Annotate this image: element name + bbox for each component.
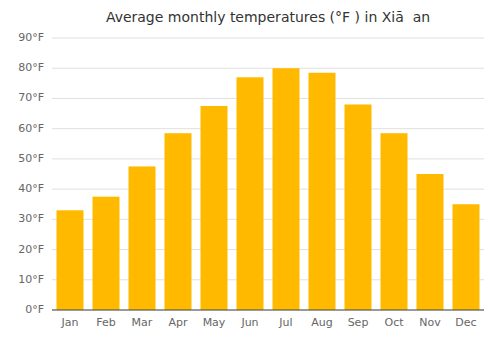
y-tick-label: 40°F — [18, 182, 44, 195]
y-tick-label: 10°F — [18, 273, 44, 286]
bar — [93, 197, 120, 310]
x-tick-label: Dec — [455, 316, 476, 329]
grid-line — [52, 128, 484, 129]
x-tick-label: Feb — [96, 316, 115, 329]
grid-line — [52, 310, 484, 311]
y-tick-label: 60°F — [18, 122, 44, 135]
grid-line — [52, 98, 484, 99]
bar — [309, 73, 336, 310]
grid-line — [52, 158, 484, 159]
chart: 0°F 10°F 20°F 30°F 40°F 50°F 60°F 70°F 80°F 90°F J… — [0, 0, 500, 350]
y-tick-label: 20°F — [18, 243, 44, 256]
bar — [201, 106, 228, 310]
page: {"chart_data": {"type": "bar", "title": … — [0, 0, 500, 350]
bar — [165, 133, 192, 310]
y-tick-label: 80°F — [18, 61, 44, 74]
chart-container: 0°F 10°F 20°F 30°F 40°F 50°F 60°F 70°F 80°F 90°F J… — [0, 0, 500, 350]
y-tick-label: 50°F — [18, 152, 44, 165]
x-tick-label: Aug — [311, 316, 332, 329]
grid-line — [52, 68, 484, 69]
x-tick-label: Oct — [384, 316, 404, 329]
bar — [57, 210, 84, 310]
bar — [453, 204, 480, 310]
bar — [417, 174, 444, 310]
x-tick-label: Sep — [348, 316, 369, 329]
bar — [381, 133, 408, 310]
x-tick-label: Jul — [278, 316, 292, 329]
x-axis: Jan Feb Mar Apr May Jun Jul Aug Sep Oct Nov Dec — [52, 310, 484, 329]
x-axis-line — [52, 310, 484, 311]
x-tick-label: May — [203, 316, 226, 329]
y-tick-label: 0°F — [25, 303, 44, 316]
bar — [129, 166, 156, 310]
x-tick-label: Jun — [240, 316, 258, 329]
y-axis: 0°F 10°F 20°F 30°F 40°F 50°F 60°F 70°F 80°F 90°F — [18, 31, 44, 316]
y-tick-label: 30°F — [18, 212, 44, 225]
x-tick-label: Apr — [168, 316, 188, 329]
bar — [273, 68, 300, 310]
y-tick-label: 70°F — [18, 91, 44, 104]
x-tick-label: Mar — [132, 316, 153, 329]
title: Average monthly temperatures (°F ) in Xi… — [106, 9, 430, 25]
bar — [345, 104, 372, 310]
y-grid — [52, 38, 484, 310]
bars — [57, 68, 480, 310]
grid-line — [52, 38, 484, 39]
y-tick-label: 90°F — [18, 31, 44, 44]
x-tick-label: Jan — [61, 316, 79, 329]
x-tick-label: Nov — [419, 316, 441, 329]
bar — [237, 77, 264, 310]
